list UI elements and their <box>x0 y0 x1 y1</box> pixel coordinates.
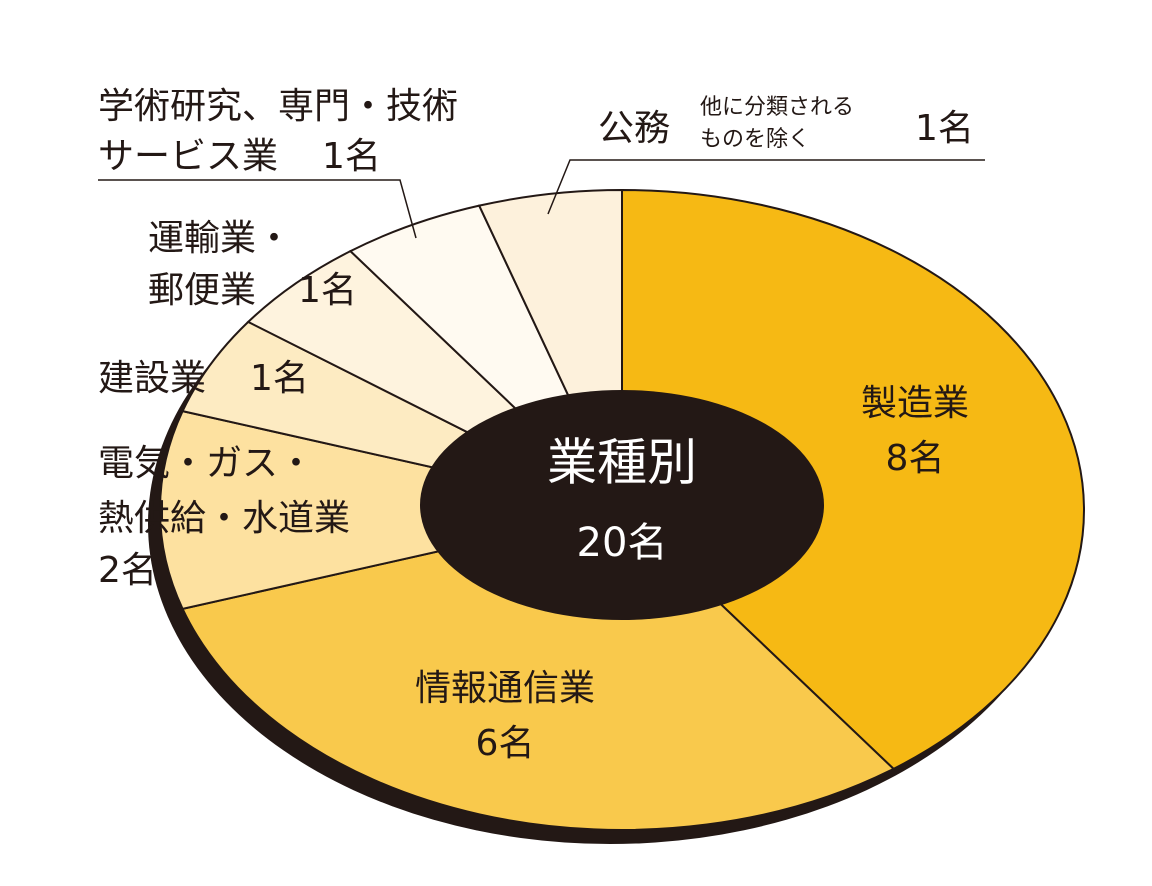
value-label: 6名 <box>476 723 535 764</box>
center-title: 業種別 <box>547 434 697 492</box>
center-hole <box>420 390 824 620</box>
center-total: 20名 <box>577 520 668 566</box>
value-label: 1名 <box>322 136 381 177</box>
slice-label: 情報通信業 <box>415 668 595 709</box>
pie-slice <box>181 508 896 831</box>
value-label: 8名 <box>886 438 945 479</box>
value-label: 1名 <box>298 270 357 311</box>
leader-line <box>98 179 417 239</box>
slice-label: 公務 <box>598 108 670 149</box>
value-label: 2名 <box>98 550 157 591</box>
slice-label: 製造業 <box>861 383 969 424</box>
pie-slice <box>621 188 1085 771</box>
leader-line <box>547 159 985 215</box>
slice-label: 電気・ガス・ <box>98 443 314 484</box>
slice-note: 他に分類される <box>700 95 854 120</box>
value-label: 1名 <box>915 108 974 149</box>
slice-label: サービス業 <box>98 136 278 177</box>
slice-label: 運輸業・ <box>148 218 292 259</box>
pie-slice <box>159 409 623 611</box>
pie <box>148 188 1085 844</box>
value-label: 1名 <box>250 358 309 399</box>
slice-label: 建設業 <box>98 358 206 399</box>
slice-note: ものを除く <box>700 127 810 152</box>
slice-label: 学術研究、専門・技術 <box>98 86 458 127</box>
slice-label: 熱供給・水道業 <box>98 498 350 539</box>
slice-label: 郵便業 <box>148 270 256 311</box>
